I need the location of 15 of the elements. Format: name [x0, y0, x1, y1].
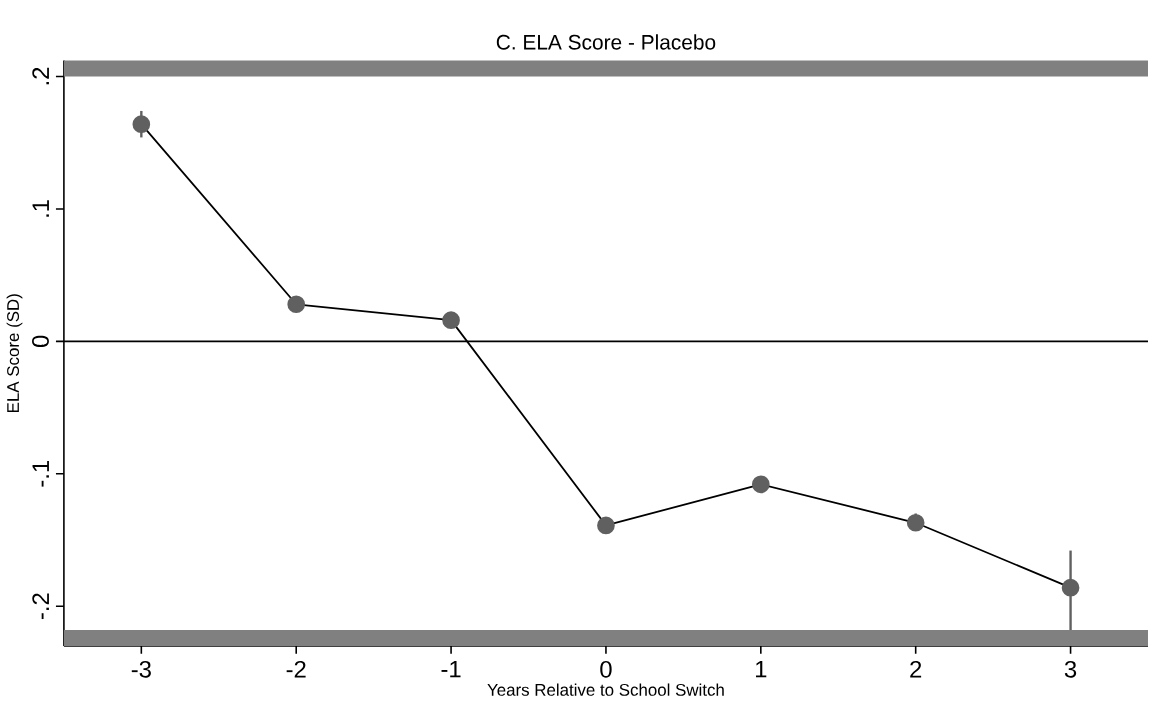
y-tick-label: .1	[32, 199, 49, 217]
y-axis-title: ELA Score (SD)	[6, 294, 23, 412]
y-tick-label: .2	[32, 67, 49, 85]
x-tick-label: 1	[756, 660, 767, 678]
chart-title: C. ELA Score - Placebo	[496, 34, 716, 50]
x-tick-label: -3	[131, 660, 151, 678]
x-tick-label: 0	[600, 660, 612, 678]
y-tick-label: -.1	[32, 460, 49, 487]
x-tick-label: -1	[441, 660, 461, 678]
x-axis-title: Years Relative to School Switch	[487, 683, 724, 696]
x-tick-label: -2	[286, 660, 306, 678]
x-tick-label: 3	[1064, 660, 1077, 678]
y-tick-label: 0	[32, 335, 49, 347]
y-tick-label: -.2	[32, 593, 49, 619]
x-tick-label: 2	[910, 660, 922, 678]
